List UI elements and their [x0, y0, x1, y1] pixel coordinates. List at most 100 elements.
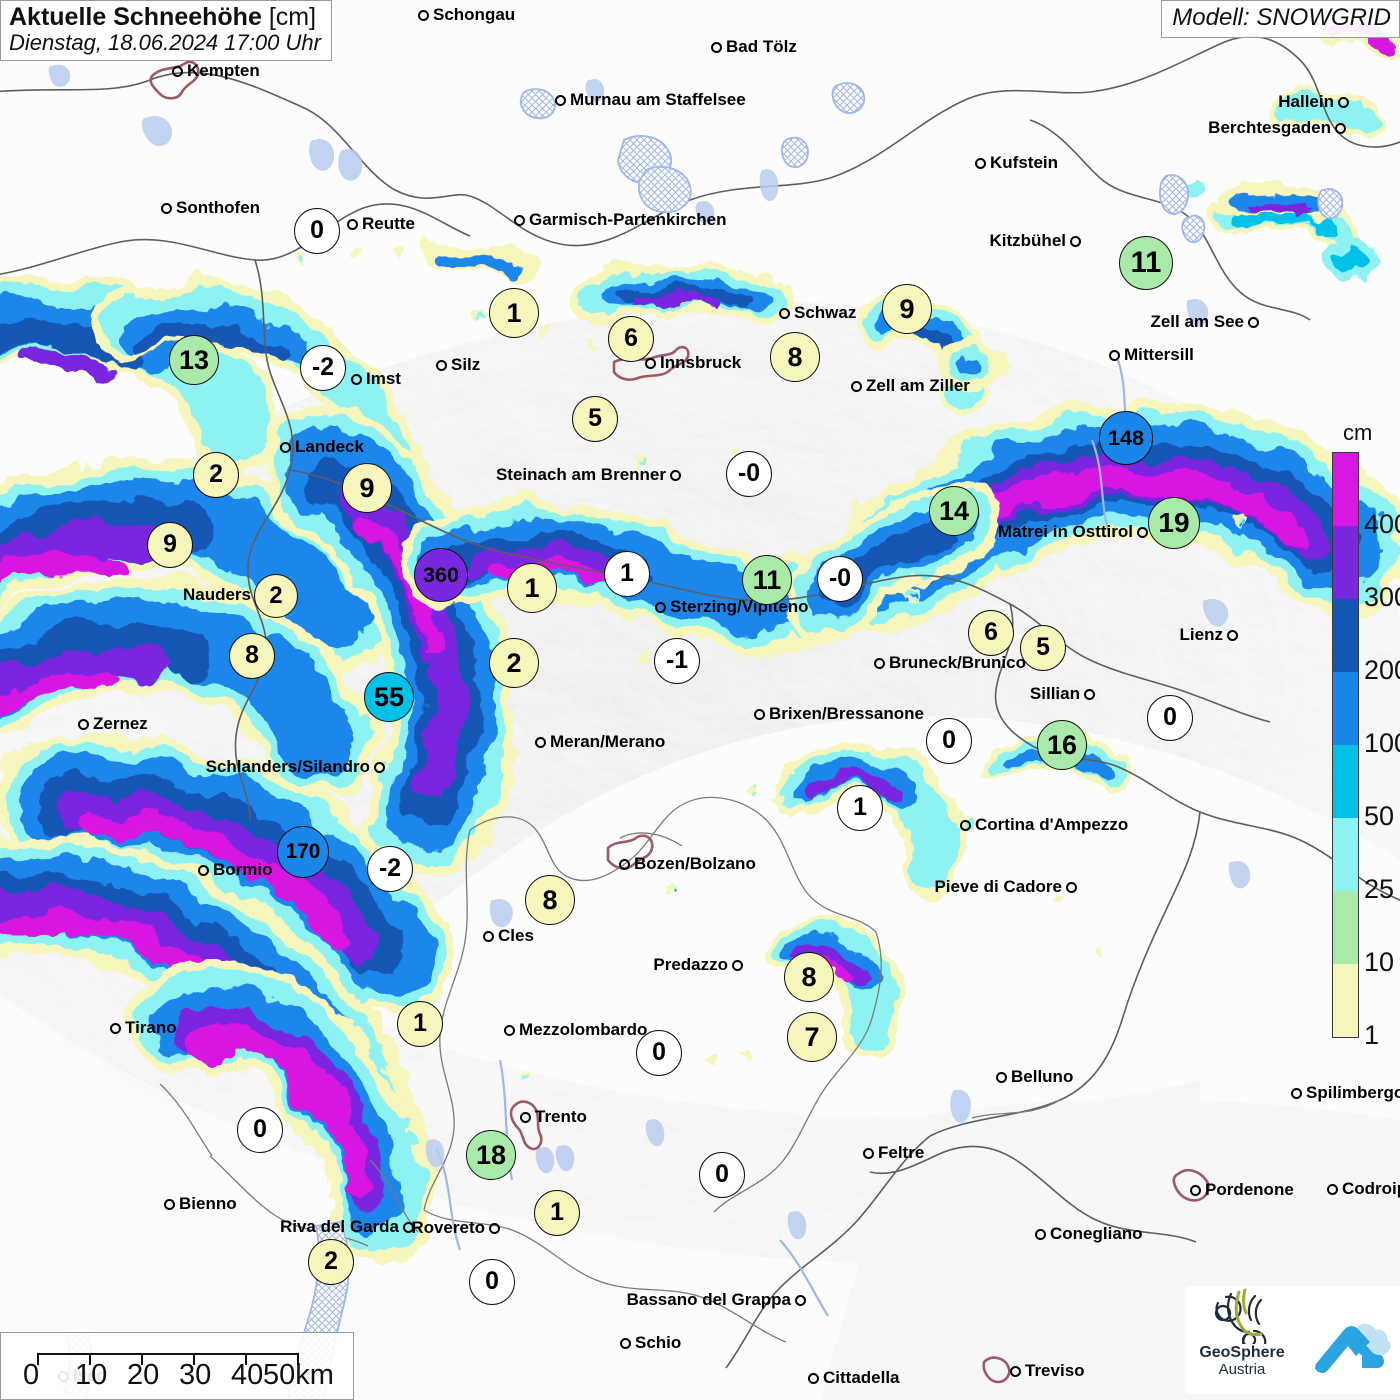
legend-band-25: 25	[1333, 818, 1394, 904]
city-dot-icon	[808, 1372, 819, 1384]
station-value-marker[interactable]: 0	[926, 718, 972, 764]
scale-label: 10	[75, 1359, 108, 1391]
station-value-marker[interactable]: 360	[414, 548, 468, 602]
station-value-marker[interactable]: 1	[489, 288, 539, 338]
city-label: Lienz	[1180, 625, 1238, 645]
station-value-marker[interactable]: 19	[1148, 497, 1200, 549]
city-dot-icon	[619, 858, 630, 870]
city-name: Brixen/Bressanone	[769, 704, 924, 723]
station-value-marker[interactable]: 1	[534, 1190, 580, 1236]
city-name: Codroipo	[1342, 1179, 1400, 1198]
city-label: Spilimbergo	[1291, 1083, 1400, 1103]
city-dot-icon	[1248, 316, 1259, 328]
city-name: Schio	[635, 1333, 682, 1352]
station-value-marker[interactable]: -2	[367, 846, 413, 892]
city-name: Lienz	[1179, 625, 1223, 644]
city-name: Meran/Merano	[550, 732, 666, 751]
scale-label: 30	[179, 1359, 212, 1391]
city-label: Sterzing/Vipiteno	[655, 597, 809, 617]
station-value-marker[interactable]: 9	[882, 284, 932, 334]
city-name: Mezzolombardo	[519, 1020, 648, 1039]
city-name: Kempten	[187, 61, 260, 80]
station-value-marker[interactable]: 6	[968, 610, 1014, 656]
city-dot-icon	[161, 202, 172, 214]
station-value-marker[interactable]: 0	[699, 1152, 745, 1198]
mountain-logo	[1298, 1286, 1400, 1394]
city-name: Pieve di Cadore	[934, 877, 1062, 896]
station-value-marker[interactable]: 18	[466, 1130, 516, 1180]
city-name: Imst	[366, 369, 401, 388]
city-label: Schwaz	[779, 303, 856, 323]
city-name: Silz	[451, 355, 481, 374]
mountain-arrow-icon	[1315, 1323, 1391, 1373]
station-value-marker[interactable]: 6	[608, 316, 654, 362]
city-dot-icon	[1084, 688, 1095, 700]
station-value-marker[interactable]: 5	[572, 396, 618, 442]
city-name: Cittadella	[823, 1368, 900, 1387]
station-value-marker[interactable]: 1	[837, 785, 883, 831]
station-value-marker[interactable]: 8	[784, 952, 834, 1002]
station-value-marker[interactable]: 0	[469, 1259, 515, 1305]
city-dot-icon	[620, 1337, 631, 1349]
city-name: Hallein	[1278, 92, 1334, 111]
city-dot-icon	[996, 1071, 1007, 1083]
city-label: Kufstein	[975, 153, 1058, 173]
station-value-marker[interactable]: 9	[342, 463, 392, 513]
city-name: Treviso	[1025, 1361, 1085, 1380]
city-name: Cles	[498, 926, 534, 945]
station-value-marker[interactable]: 0	[636, 1030, 682, 1076]
city-label: Zell am See	[1150, 312, 1259, 332]
station-value-marker[interactable]: 16	[1037, 720, 1087, 770]
city-dot-icon	[172, 65, 183, 77]
station-value-marker[interactable]: 9	[147, 522, 193, 568]
station-value-marker[interactable]: 11	[742, 555, 792, 605]
station-value-marker[interactable]: 2	[193, 452, 239, 498]
station-value-marker[interactable]: 0	[294, 208, 340, 254]
station-value-marker[interactable]: 2	[489, 638, 539, 688]
station-value-marker[interactable]: 13	[169, 335, 219, 385]
title-text: Aktuelle Schneehöhe	[9, 3, 262, 31]
city-dot-icon	[535, 736, 546, 748]
city-name: Predazzo	[653, 955, 728, 974]
station-value-marker[interactable]: 1	[604, 551, 650, 597]
city-dot-icon	[1327, 1183, 1338, 1195]
station-value-marker[interactable]: 2	[308, 1239, 354, 1285]
station-value-marker[interactable]: -0	[817, 556, 863, 602]
geosphere-logo: GeoSphere Austria	[1186, 1286, 1298, 1394]
station-value-marker[interactable]: -2	[300, 345, 346, 391]
city-name: Zernez	[93, 714, 148, 733]
station-value-marker[interactable]: -1	[654, 638, 700, 684]
station-value-marker[interactable]: 170	[277, 826, 329, 878]
scale-tick	[37, 1353, 39, 1365]
legend-band-label: 1	[1364, 1020, 1380, 1050]
station-value-marker[interactable]: 14	[929, 486, 979, 536]
legend-band-300: 300	[1333, 526, 1400, 612]
station-value-marker[interactable]: -0	[726, 451, 772, 497]
station-value-marker[interactable]: 8	[770, 332, 820, 382]
station-value-marker[interactable]: 8	[525, 875, 575, 925]
station-value-marker[interactable]: 2	[254, 574, 298, 618]
station-value-marker[interactable]: 55	[364, 672, 414, 722]
station-value-marker[interactable]: 0	[1147, 695, 1193, 741]
city-label: Cles	[483, 926, 534, 946]
station-value-marker[interactable]: 7	[787, 1012, 837, 1062]
station-value-marker[interactable]: 1	[397, 1001, 443, 1047]
map-title-box: Aktuelle Schneehöhe [cm] Dienstag, 18.06…	[0, 0, 332, 62]
legend-band-label: 10	[1364, 947, 1395, 977]
city-label: Steinach am Brenner	[496, 465, 681, 485]
city-label: Conegliano	[1035, 1224, 1143, 1244]
station-value-marker[interactable]: 11	[1119, 236, 1173, 290]
city-dot-icon	[754, 708, 765, 720]
city-dot-icon	[1335, 122, 1346, 134]
city-label: Bozen/Bolzano	[619, 854, 756, 874]
station-value-marker[interactable]: 0	[237, 1107, 283, 1153]
city-dot-icon	[732, 959, 743, 971]
station-value-marker[interactable]: 5	[1020, 625, 1066, 671]
city-label: Brixen/Bressanone	[754, 704, 924, 724]
city-dot-icon	[436, 359, 447, 371]
station-value-marker[interactable]: 148	[1099, 411, 1153, 465]
station-value-marker[interactable]: 1	[507, 563, 557, 613]
city-dot-icon	[795, 1294, 806, 1306]
city-label: Silz	[436, 355, 480, 375]
station-value-marker[interactable]: 8	[229, 633, 275, 679]
